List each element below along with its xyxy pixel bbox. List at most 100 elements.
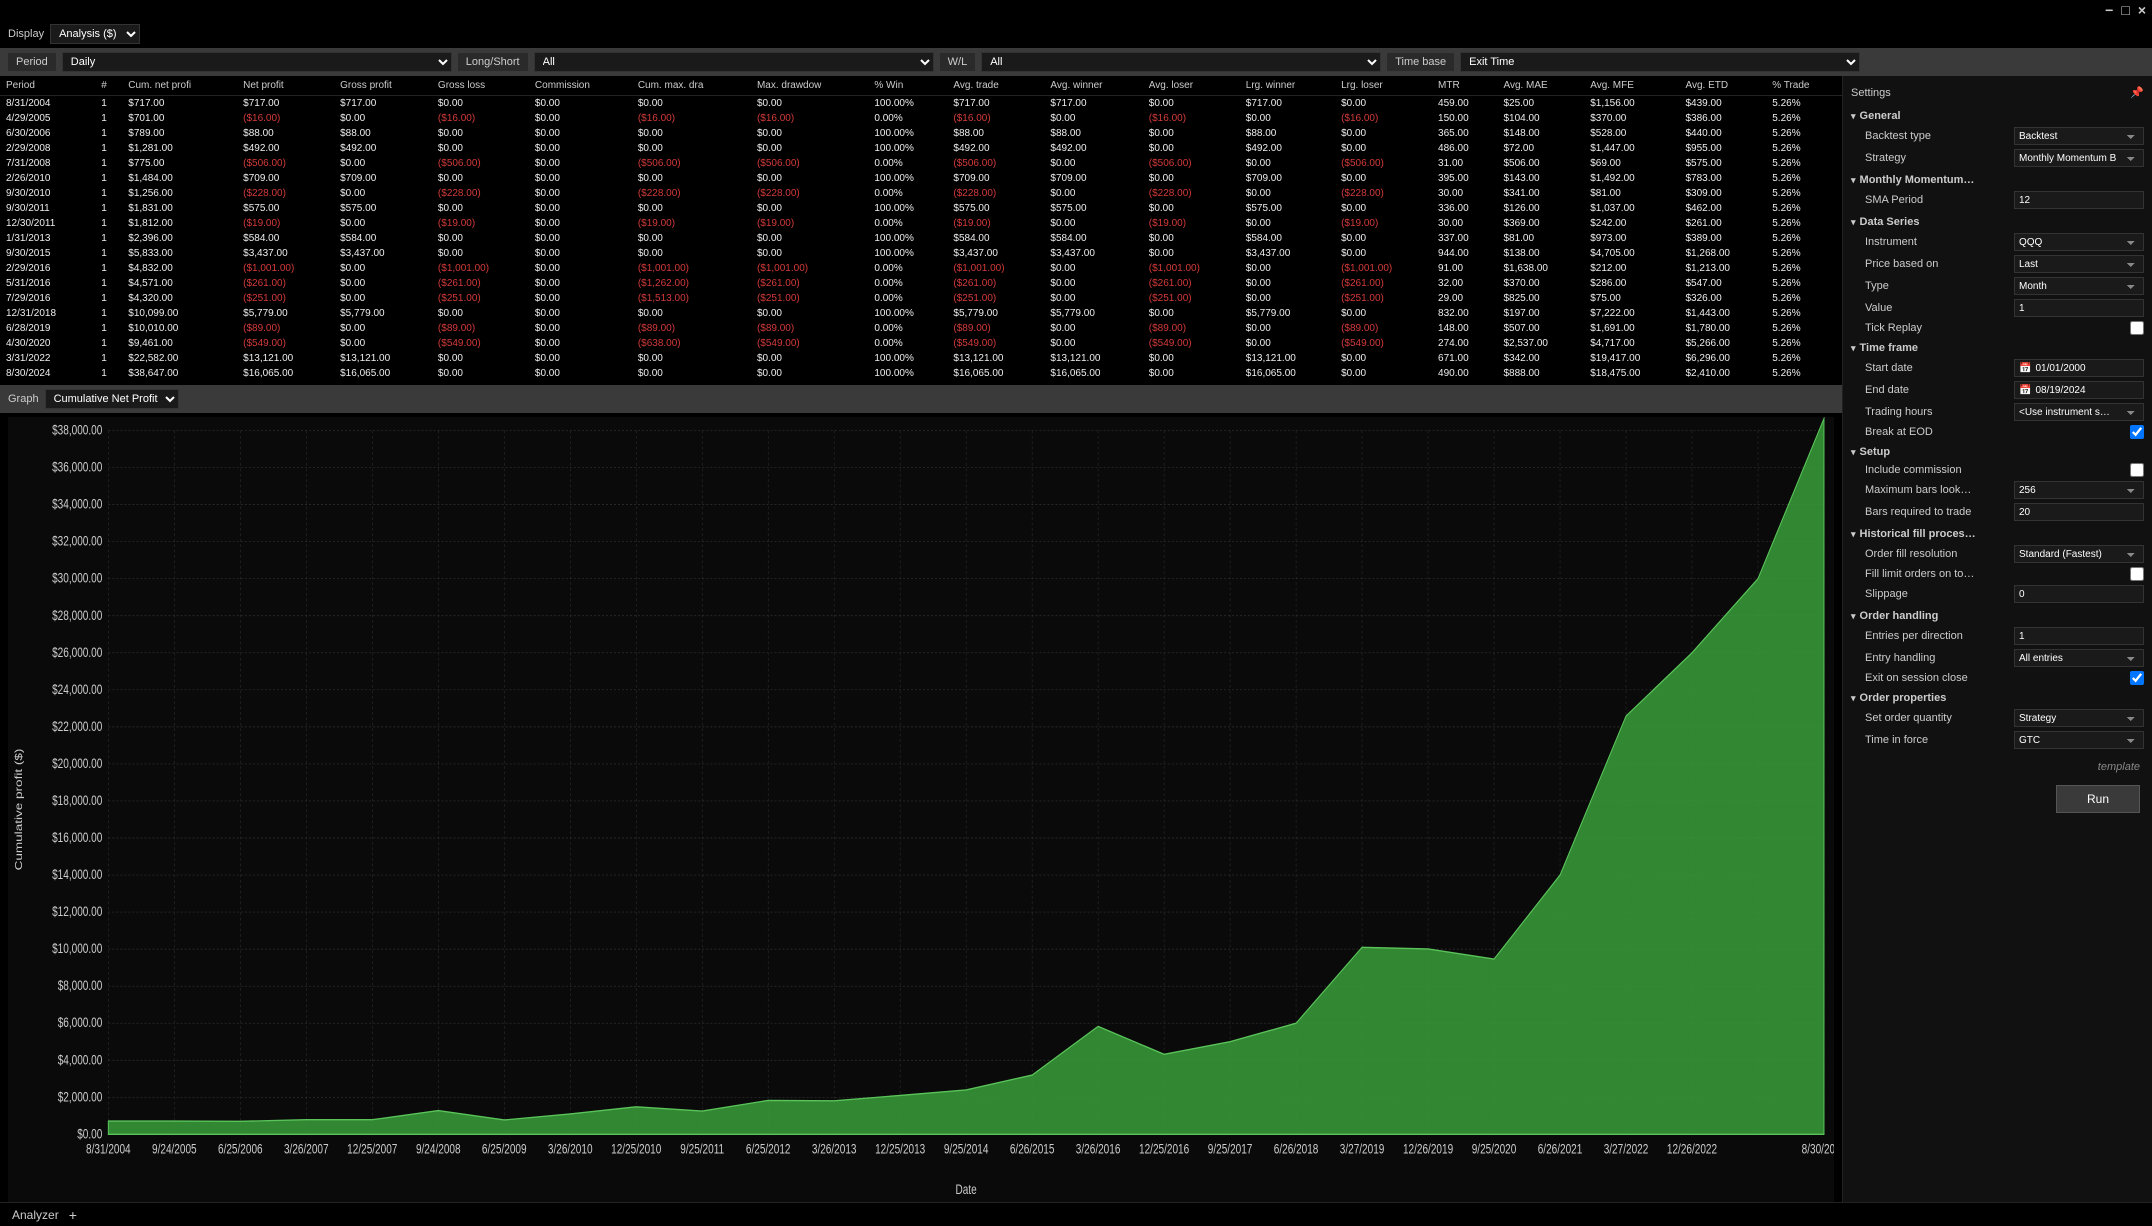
table-row[interactable]: 2/29/20161$4,832.00($1,001.00)$0.00($1,0…: [0, 261, 1842, 276]
section-header[interactable]: Setup: [1851, 443, 2144, 461]
section-header[interactable]: Historical fill proces…: [1851, 525, 2144, 543]
table-header[interactable]: Lrg. loser: [1335, 76, 1432, 96]
table-row[interactable]: 9/30/20101$1,256.00($228.00)$0.00($228.0…: [0, 186, 1842, 201]
table-row[interactable]: 4/30/20201$9,461.00($549.00)$0.00($549.0…: [0, 336, 1842, 351]
section-header[interactable]: Order handling: [1851, 607, 2144, 625]
table-header[interactable]: Cum. max. dra: [632, 76, 751, 96]
table-row[interactable]: 12/31/20181$10,099.00$5,779.00$5,779.00$…: [0, 306, 1842, 321]
setting-input[interactable]: [2014, 585, 2144, 603]
setting-input[interactable]: [2130, 671, 2144, 685]
setting-input[interactable]: [2014, 481, 2144, 499]
setting-label: Start date: [1865, 362, 2008, 374]
table-header[interactable]: Avg. loser: [1143, 76, 1240, 96]
longshort-label: Long/Short: [458, 53, 528, 71]
maximize-button[interactable]: □: [2121, 2, 2129, 18]
setting-label: Slippage: [1865, 588, 2008, 600]
table-header[interactable]: Avg. ETD: [1680, 76, 1767, 96]
setting-input[interactable]: [2130, 567, 2144, 581]
svg-text:$34,000.00: $34,000.00: [52, 496, 103, 512]
table-header[interactable]: Avg. MAE: [1497, 76, 1584, 96]
table-header[interactable]: Avg. MFE: [1584, 76, 1679, 96]
table-header[interactable]: Max. drawdow: [751, 76, 868, 96]
section-header[interactable]: Order properties: [1851, 689, 2144, 707]
table-header[interactable]: Lrg. winner: [1240, 76, 1335, 96]
table-row[interactable]: 1/31/20131$2,396.00$584.00$584.00$0.00$0…: [0, 231, 1842, 246]
table-header[interactable]: Gross loss: [432, 76, 529, 96]
section-header[interactable]: General: [1851, 107, 2144, 125]
section-header[interactable]: Data Series: [1851, 213, 2144, 231]
template-link[interactable]: template: [1851, 753, 2144, 781]
setting-input[interactable]: [2014, 149, 2144, 167]
table-header[interactable]: % Win: [868, 76, 947, 96]
table-header[interactable]: Commission: [529, 76, 632, 96]
table-row[interactable]: 6/30/20061$789.00$88.00$88.00$0.00$0.00$…: [0, 126, 1842, 141]
timebase-select[interactable]: Exit Time: [1460, 52, 1860, 72]
table-row[interactable]: 9/30/20111$1,831.00$575.00$575.00$0.00$0…: [0, 201, 1842, 216]
table-row[interactable]: 5/31/20161$4,571.00($261.00)$0.00($261.0…: [0, 276, 1842, 291]
svg-text:$4,000.00: $4,000.00: [58, 1052, 103, 1068]
setting-input[interactable]: [2014, 255, 2144, 273]
longshort-select[interactable]: All: [534, 52, 934, 72]
period-select[interactable]: Daily: [62, 52, 452, 72]
wl-select[interactable]: All: [981, 52, 1381, 72]
svg-text:3/26/2013: 3/26/2013: [812, 1141, 857, 1157]
setting-label: Type: [1865, 280, 2008, 292]
table-header[interactable]: #: [95, 76, 122, 96]
setting-input[interactable]: [2014, 277, 2144, 295]
setting-input[interactable]: [2014, 709, 2144, 727]
close-button[interactable]: ×: [2138, 2, 2146, 18]
svg-text:12/25/2007: 12/25/2007: [347, 1141, 398, 1157]
svg-text:3/27/2022: 3/27/2022: [1604, 1141, 1649, 1157]
table-row[interactable]: 2/26/20101$1,484.00$709.00$709.00$0.00$0…: [0, 171, 1842, 186]
section-header[interactable]: Time frame: [1851, 339, 2144, 357]
setting-input[interactable]: 📅08/19/2024: [2014, 381, 2144, 399]
setting-input[interactable]: 📅01/01/2000: [2014, 359, 2144, 377]
pin-icon[interactable]: 📌: [2130, 86, 2144, 99]
setting-input[interactable]: [2130, 321, 2144, 335]
setting-input[interactable]: [2014, 403, 2144, 421]
table-row[interactable]: 4/29/20051$701.00($16.00)$0.00($16.00)$0…: [0, 111, 1842, 126]
setting-input[interactable]: [2014, 191, 2144, 209]
table-row[interactable]: 3/31/20221$22,582.00$13,121.00$13,121.00…: [0, 351, 1842, 366]
svg-text:6/25/2006: 6/25/2006: [218, 1141, 263, 1157]
table-header[interactable]: Cum. net profi: [122, 76, 237, 96]
wl-label: W/L: [940, 53, 976, 71]
setting-input[interactable]: [2014, 627, 2144, 645]
setting-input[interactable]: [2014, 233, 2144, 251]
table-row[interactable]: 2/29/20081$1,281.00$492.00$492.00$0.00$0…: [0, 141, 1842, 156]
section-header[interactable]: Monthly Momentum…: [1851, 171, 2144, 189]
graph-select[interactable]: Cumulative Net Profit: [45, 389, 179, 409]
table-header[interactable]: Avg. winner: [1044, 76, 1142, 96]
table-row[interactable]: 6/28/20191$10,010.00($89.00)$0.00($89.00…: [0, 321, 1842, 336]
table-header[interactable]: Period: [0, 76, 95, 96]
setting-input[interactable]: [2014, 545, 2144, 563]
table-header[interactable]: Avg. trade: [947, 76, 1044, 96]
table-row[interactable]: 7/29/20161$4,320.00($251.00)$0.00($251.0…: [0, 291, 1842, 306]
setting-input[interactable]: [2014, 649, 2144, 667]
svg-text:$32,000.00: $32,000.00: [52, 533, 103, 549]
setting-label: Backtest type: [1865, 130, 2008, 142]
add-tab-button[interactable]: +: [69, 1207, 77, 1223]
setting-input[interactable]: [2014, 503, 2144, 521]
minimize-button[interactable]: −: [2105, 2, 2113, 18]
table-row[interactable]: 9/30/20151$5,833.00$3,437.00$3,437.00$0.…: [0, 246, 1842, 261]
setting-input[interactable]: [2014, 127, 2144, 145]
display-select[interactable]: Analysis ($): [50, 24, 140, 44]
svg-text:$6,000.00: $6,000.00: [58, 1015, 103, 1031]
table-header[interactable]: % Trade: [1766, 76, 1842, 96]
table-header[interactable]: Gross profit: [334, 76, 432, 96]
run-button[interactable]: Run: [2056, 785, 2140, 813]
table-row[interactable]: 8/30/20241$38,647.00$16,065.00$16,065.00…: [0, 366, 1842, 381]
table-header[interactable]: Net profit: [237, 76, 334, 96]
svg-text:12/26/2019: 12/26/2019: [1403, 1141, 1454, 1157]
table-row[interactable]: 12/30/20111$1,812.00($19.00)$0.00($19.00…: [0, 216, 1842, 231]
setting-input[interactable]: [2014, 299, 2144, 317]
table-header[interactable]: MTR: [1432, 76, 1497, 96]
setting-label: Tick Replay: [1865, 322, 2124, 334]
setting-input[interactable]: [2130, 463, 2144, 477]
table-row[interactable]: 8/31/20041$717.00$717.00$717.00$0.00$0.0…: [0, 96, 1842, 112]
setting-input[interactable]: [2014, 731, 2144, 749]
table-row[interactable]: 7/31/20081$775.00($506.00)$0.00($506.00)…: [0, 156, 1842, 171]
setting-input[interactable]: [2130, 425, 2144, 439]
tab-analyzer[interactable]: Analyzer: [12, 1208, 59, 1222]
